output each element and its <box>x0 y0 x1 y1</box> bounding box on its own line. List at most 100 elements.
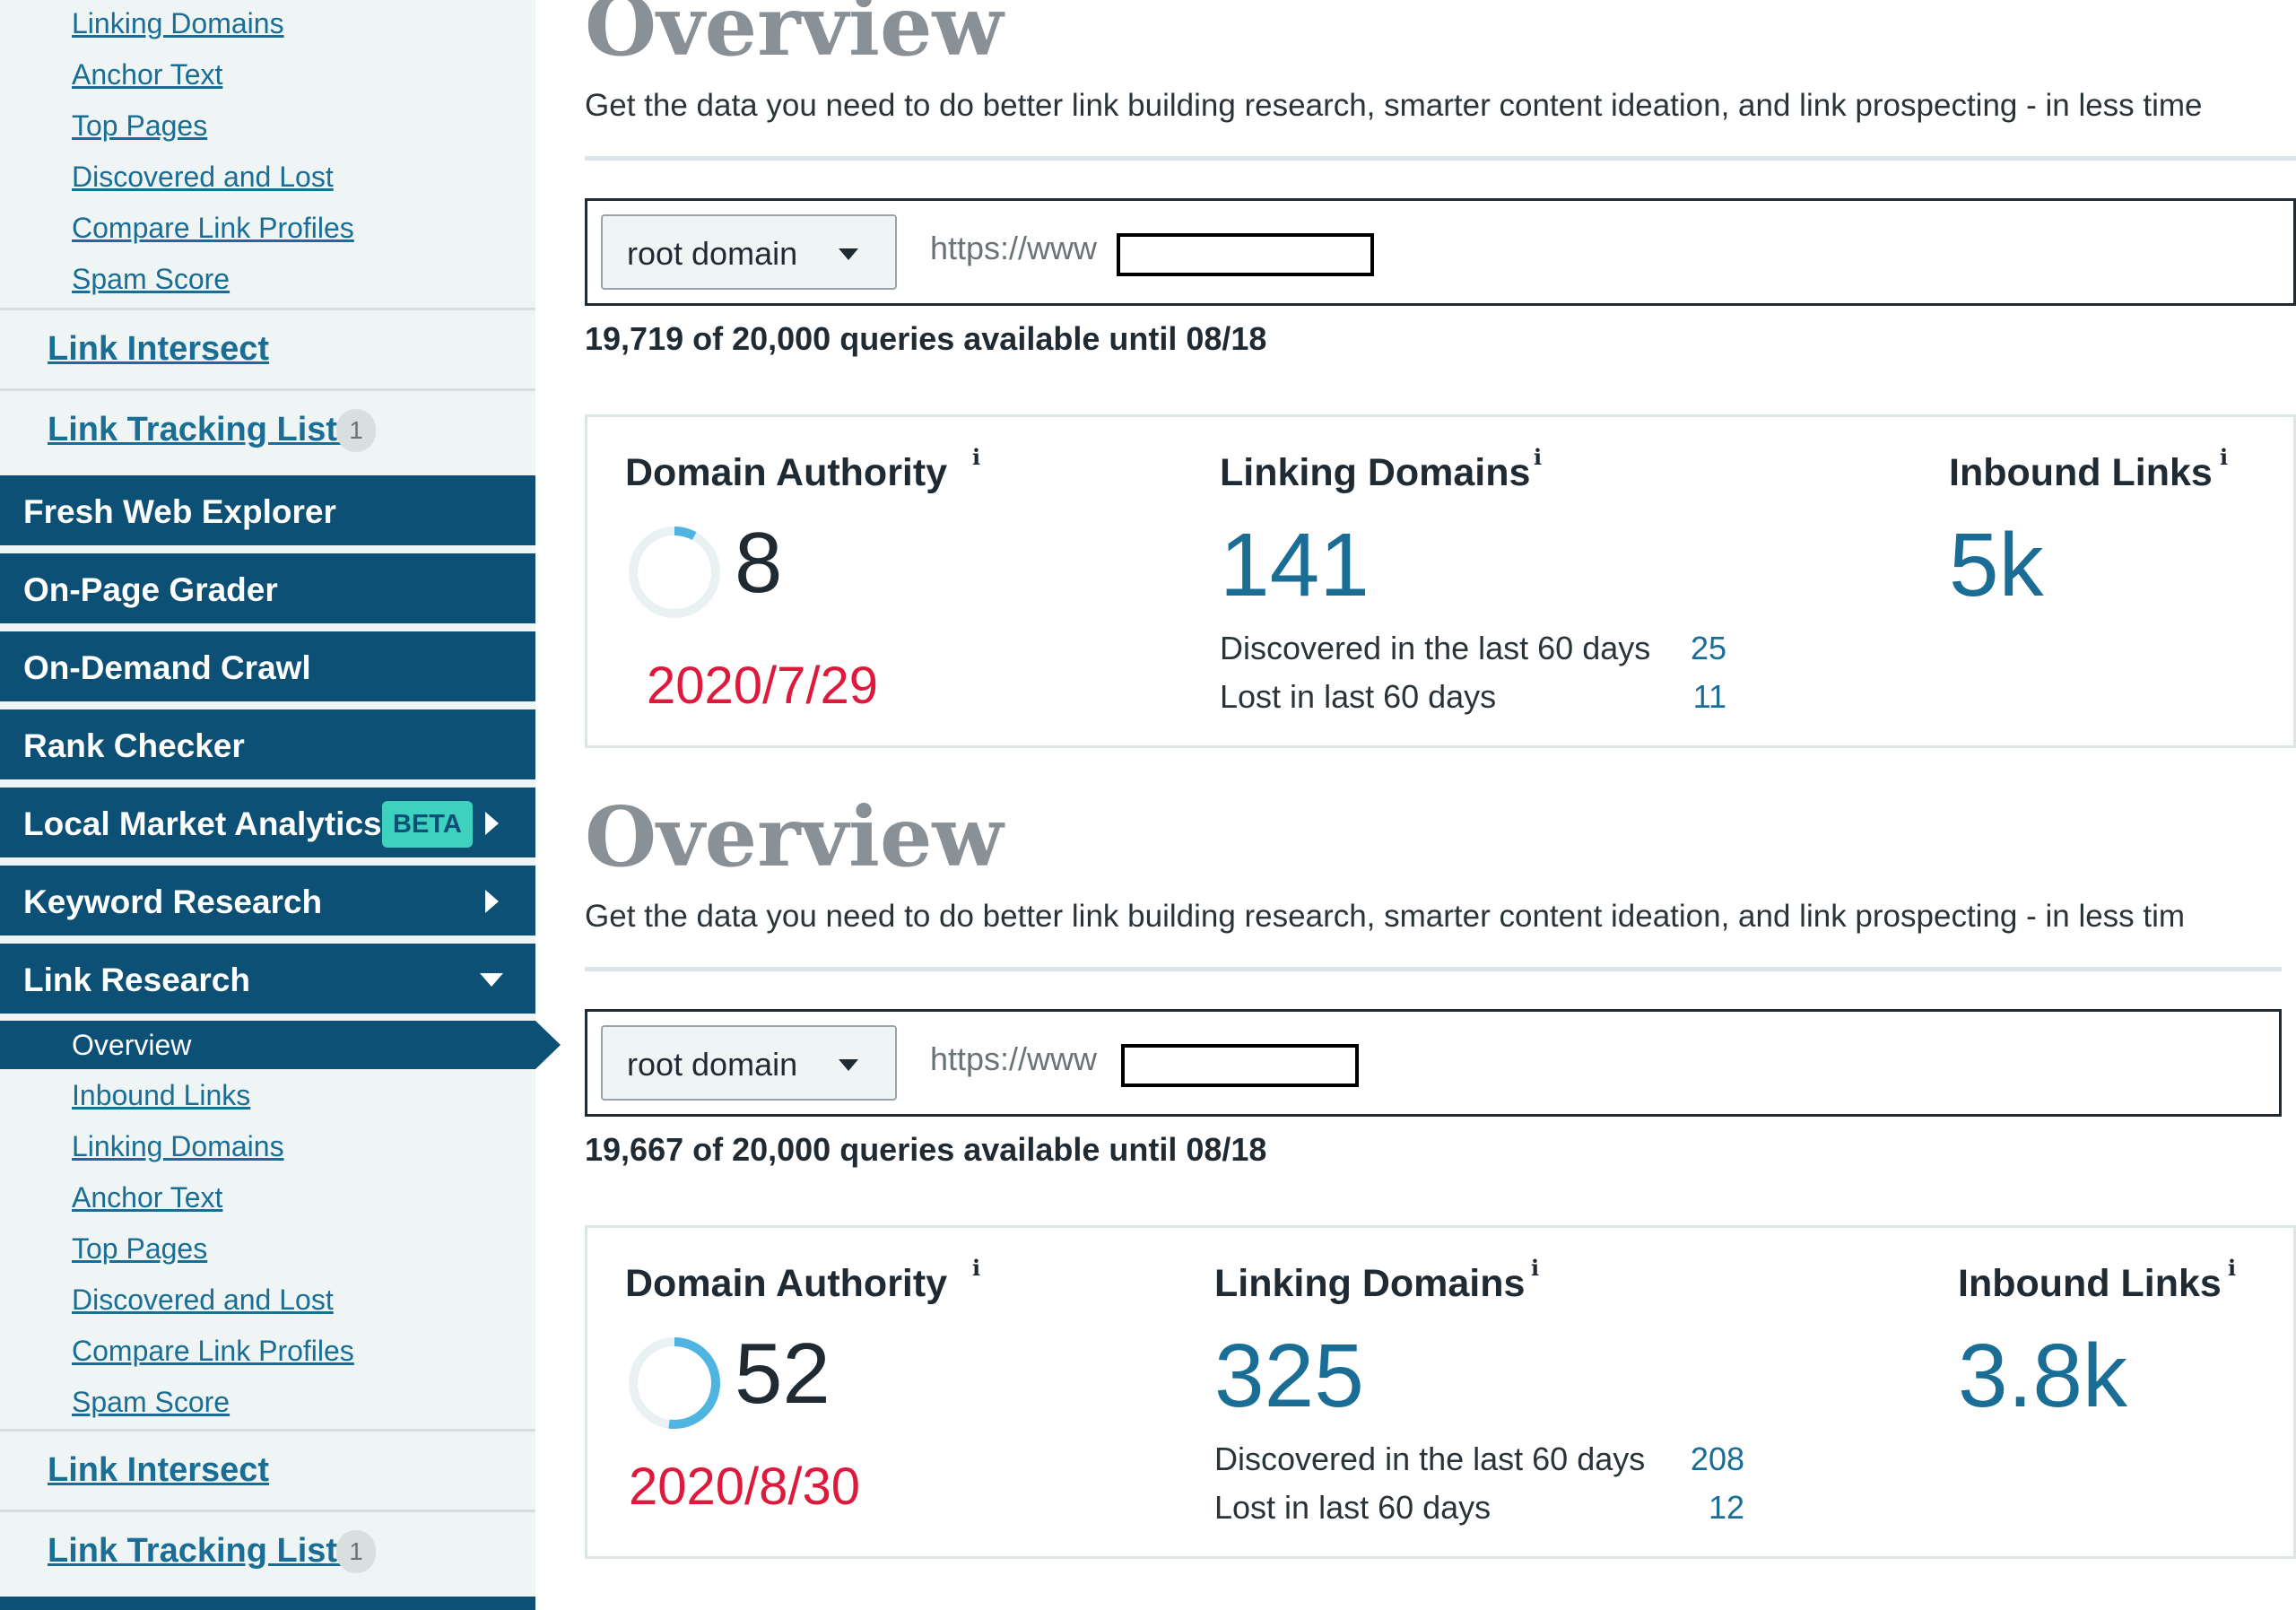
page-title: Overview <box>585 0 1004 74</box>
chevron-right-icon <box>485 890 499 913</box>
discovered-value[interactable]: 25 <box>1690 630 1726 666</box>
lost-value[interactable]: 11 <box>1692 678 1726 715</box>
info-icon[interactable]: i <box>972 444 981 470</box>
sidebar-link-spam-score[interactable]: Spam Score <box>72 263 230 295</box>
url-input[interactable]: https://www <box>930 230 1098 266</box>
inbound-links-label: Inbound Links <box>1958 1262 2222 1305</box>
inbound-links-value: 3.8k <box>1958 1326 2128 1426</box>
beta-badge: BETA <box>382 801 473 848</box>
page-description: Get the data you need to do better link … <box>585 88 2203 123</box>
sidebar-item-label: Link Tracking Lists <box>48 1532 357 1570</box>
domain-authority-label: Domain Authority <box>625 451 948 494</box>
domain-authority-ring <box>629 1337 720 1429</box>
divider <box>585 156 2296 161</box>
info-icon[interactable]: i <box>972 1255 981 1281</box>
ring-progress <box>629 527 720 618</box>
scope-dropdown-value: root domain <box>627 1046 798 1083</box>
linking-domains-label: Linking Domains <box>1214 1262 1526 1305</box>
nav-rank-checker[interactable]: Rank Checker <box>0 709 535 783</box>
sidebar-item-link-intersect[interactable]: Link Intersect <box>0 308 535 387</box>
nav-label: Fresh Web Explorer <box>23 493 336 530</box>
page-title: Overview <box>585 788 1004 885</box>
nav-label: Link Research <box>23 962 250 998</box>
linking-domains-value: 325 <box>1214 1326 1364 1426</box>
sidebar-link-spam-score[interactable]: Spam Score <box>72 1386 230 1418</box>
url-input[interactable]: https://www <box>930 1040 1098 1077</box>
sidebar-link-anchor-text[interactable]: Anchor Text <box>72 58 223 91</box>
page-description: Get the data you need to do better link … <box>585 899 2186 934</box>
sidebar-link-compare-link-profiles[interactable]: Compare Link Profiles <box>72 212 354 244</box>
metrics-card: Domain Authority i 52 2020/8/30 Linking … <box>585 1225 2296 1559</box>
chevron-right-icon <box>485 812 499 835</box>
linking-domains-label: Linking Domains <box>1220 451 1531 494</box>
overview-panel-1: Overview Get the data you need to do bet… <box>585 0 2296 749</box>
linking-domains-value: 141 <box>1220 515 1370 615</box>
info-icon[interactable]: i <box>2228 1255 2237 1281</box>
nav-label: On-Demand Crawl <box>23 649 311 686</box>
sidebar-item-label: Overview <box>72 1029 192 1061</box>
inbound-links-value: 5k <box>1949 515 2044 615</box>
redaction-box <box>1121 1044 1359 1087</box>
scope-dropdown[interactable]: root domain <box>601 1025 897 1101</box>
nav-next-partial <box>0 1597 535 1610</box>
redaction-box <box>1117 233 1374 276</box>
sidebar-item-label: Link Tracking Lists <box>48 411 357 448</box>
discovered-value[interactable]: 208 <box>1690 1440 1744 1477</box>
domain-authority-ring <box>629 527 720 618</box>
discovered-label: Discovered in the last 60 days <box>1214 1440 1646 1477</box>
overview-panel-2: Overview Get the data you need to do bet… <box>585 788 2296 1560</box>
search-bar: root domain https://www <box>585 198 2296 306</box>
domain-authority-value: 8 <box>735 515 783 611</box>
sidebar-link-discovered-and-lost[interactable]: Discovered and Lost <box>72 1284 334 1316</box>
nav-fresh-web-explorer[interactable]: Fresh Web Explorer <box>0 475 535 549</box>
info-icon[interactable]: i <box>1534 444 1543 470</box>
sidebar-item-label: Link Intersect <box>48 1451 270 1489</box>
caret-down-icon <box>839 1059 858 1071</box>
chevron-down-icon <box>480 973 503 987</box>
queries-remaining: 19,719 of 20,000 queries available until… <box>585 320 1267 357</box>
lost-label: Lost in last 60 days <box>1214 1489 1492 1526</box>
sidebar-link-linking-domains[interactable]: Linking Domains <box>72 7 284 39</box>
queries-remaining: 19,667 of 20,000 queries available until… <box>585 1131 1267 1168</box>
sidebar-item-overview-active[interactable]: Overview <box>0 1021 535 1069</box>
nav-label: Keyword Research <box>23 883 323 920</box>
nav-on-page-grader[interactable]: On-Page Grader <box>0 553 535 627</box>
sidebar-item-link-intersect[interactable]: Link Intersect <box>0 1429 535 1508</box>
date-annotation: 2020/7/29 <box>647 657 879 715</box>
nav-on-demand-crawl[interactable]: On-Demand Crawl <box>0 631 535 705</box>
sidebar-link-discovered-and-lost[interactable]: Discovered and Lost <box>72 161 334 193</box>
discovered-label: Discovered in the last 60 days <box>1220 630 1651 666</box>
metrics-card: Domain Authority i 8 2020/7/29 Linking D… <box>585 414 2296 748</box>
sidebar-item-link-tracking-lists[interactable]: Link Tracking Lists 1 <box>0 388 535 467</box>
nav-label: Local Market Analytics <box>23 805 382 842</box>
lost-label: Lost in last 60 days <box>1220 678 1497 715</box>
sidebar-link-linking-domains[interactable]: Linking Domains <box>72 1130 284 1162</box>
nav-link-research[interactable]: Link Research <box>0 944 535 1017</box>
scope-dropdown-value: root domain <box>627 235 798 272</box>
sidebar-link-compare-link-profiles[interactable]: Compare Link Profiles <box>72 1335 354 1367</box>
scope-dropdown[interactable]: root domain <box>601 214 897 290</box>
info-icon[interactable]: i <box>1531 1255 1540 1281</box>
nav-keyword-research[interactable]: Keyword Research <box>0 866 535 939</box>
sidebar-item-label: Link Intersect <box>48 330 270 368</box>
caret-down-icon <box>839 248 858 260</box>
domain-authority-label: Domain Authority <box>625 1262 948 1305</box>
sidebar-link-top-pages[interactable]: Top Pages <box>72 1232 208 1265</box>
sidebar-item-link-tracking-lists[interactable]: Link Tracking Lists 1 <box>0 1510 535 1588</box>
date-annotation: 2020/8/30 <box>629 1458 861 1516</box>
sidebar-link-anchor-text[interactable]: Anchor Text <box>72 1181 223 1214</box>
ring-progress <box>629 1337 720 1429</box>
sidebar-link-inbound-links[interactable]: Inbound Links <box>72 1079 251 1111</box>
lost-value[interactable]: 12 <box>1708 1489 1744 1526</box>
count-badge: 1 <box>336 409 376 452</box>
search-bar: root domain https://www <box>585 1009 2282 1117</box>
nav-label: On-Page Grader <box>23 571 278 608</box>
divider <box>585 967 2282 971</box>
info-icon[interactable]: i <box>2220 444 2229 470</box>
inbound-links-label: Inbound Links <box>1949 451 2213 494</box>
domain-authority-value: 52 <box>735 1326 831 1422</box>
count-badge: 1 <box>336 1530 376 1573</box>
ring-track <box>629 527 720 618</box>
sidebar-link-top-pages[interactable]: Top Pages <box>72 109 208 142</box>
nav-local-market-analytics[interactable]: Local Market Analytics BETA <box>0 788 535 861</box>
